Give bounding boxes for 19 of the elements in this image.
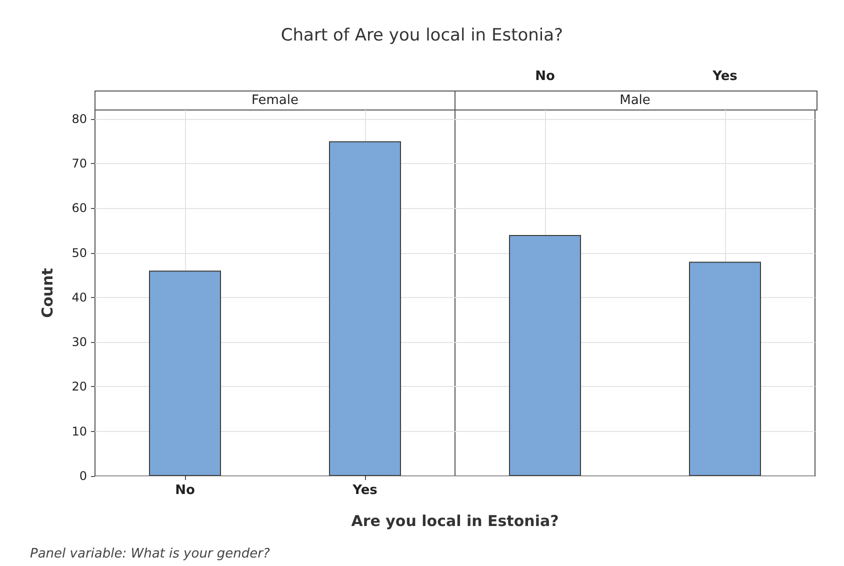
x-tick-label: Yes: [352, 483, 378, 498]
text: Panel variable: What is your gender?: [30, 546, 270, 562]
y-tick-label: 10: [72, 424, 87, 438]
y-tick-label: 30: [72, 335, 87, 350]
y-tick-label: 40: [72, 290, 87, 304]
y-tick-label: 0: [79, 469, 87, 483]
y-tick-label: 20: [72, 380, 87, 394]
chart-subtitle: Female: [251, 93, 299, 108]
x-tick-label: No: [175, 483, 195, 498]
y-tick-label: 60: [72, 201, 87, 216]
chart-subtitle: Male: [620, 93, 650, 108]
x-axis-title: Are you local in Estonia?: [351, 512, 559, 530]
chart-title: Chart of Are you local in Estonia?: [280, 26, 564, 46]
y-tick-label: 50: [72, 246, 87, 260]
x-tick-label: No: [535, 69, 555, 84]
y-tick-label: 80: [72, 112, 87, 126]
y-tick-label: 70: [72, 156, 87, 171]
x-tick-label: Yes: [712, 69, 738, 84]
y-axis-title: Count: [38, 268, 56, 318]
